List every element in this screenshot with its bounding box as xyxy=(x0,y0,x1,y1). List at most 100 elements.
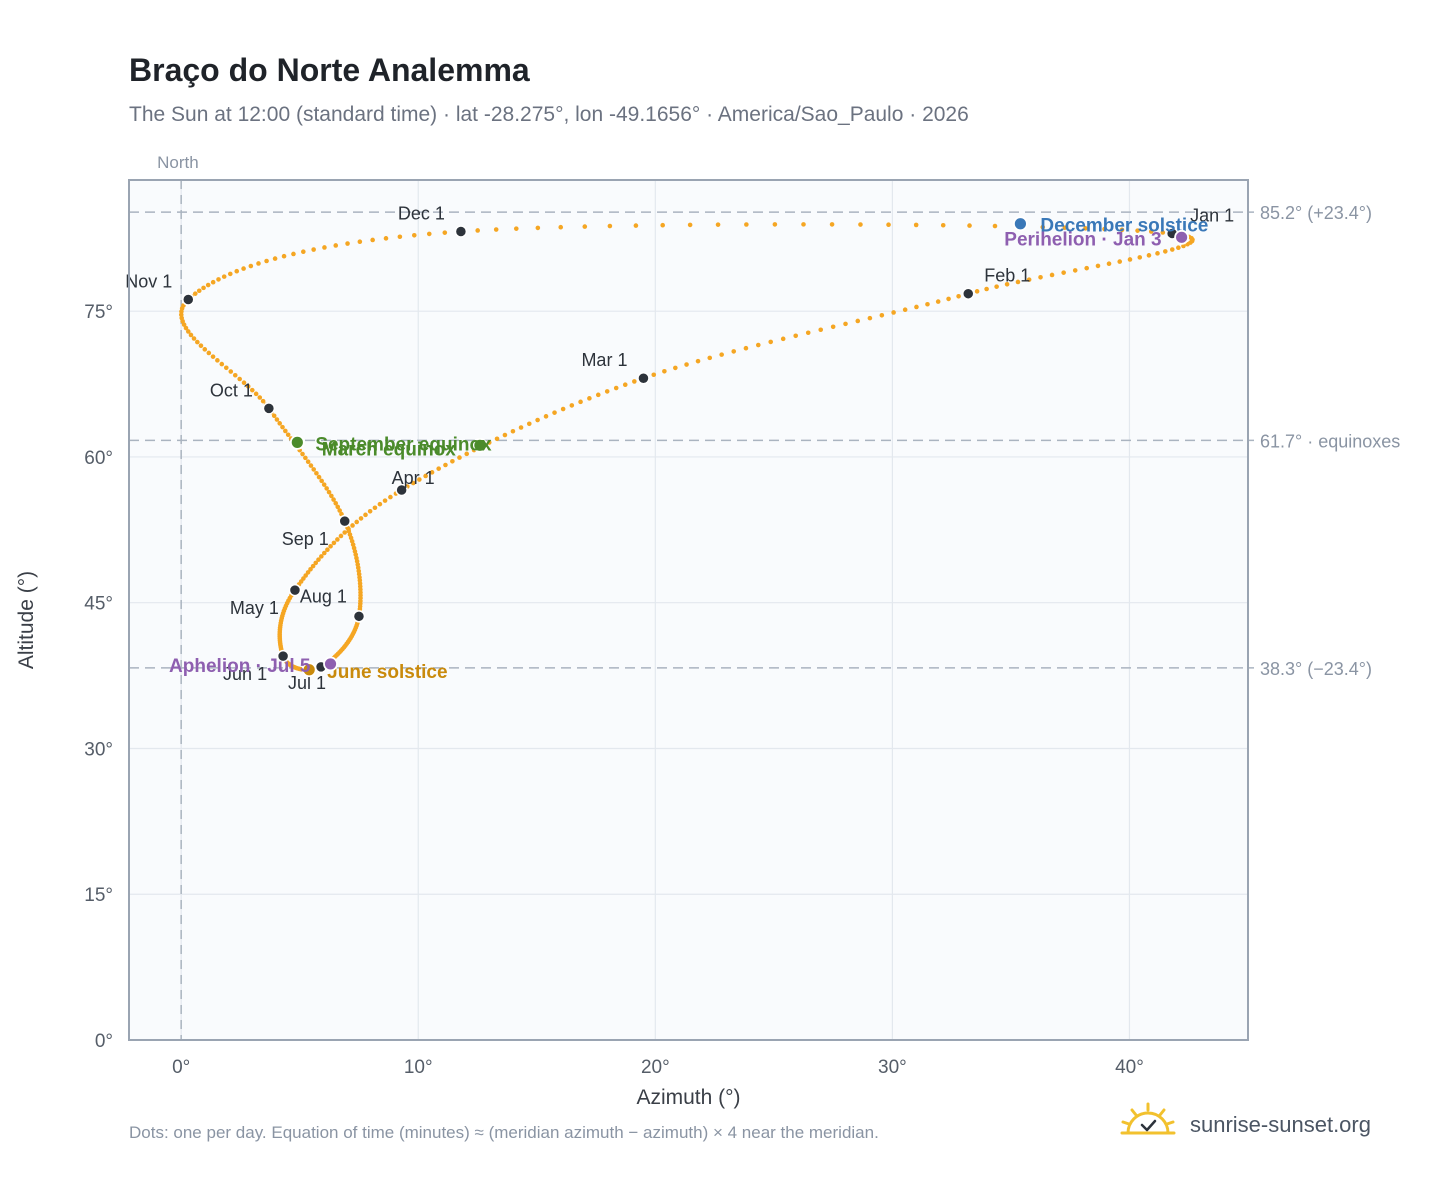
day-dot xyxy=(305,459,311,465)
day-dot xyxy=(429,470,435,475)
brand[interactable]: sunrise-sunset.org xyxy=(1120,1100,1420,1150)
day-dot xyxy=(1061,270,1066,275)
day-dot xyxy=(314,470,319,476)
day-dot xyxy=(493,227,499,232)
day-dot xyxy=(311,467,317,472)
day-dot xyxy=(237,376,242,382)
day-dot xyxy=(1137,255,1143,260)
day-dot xyxy=(210,354,216,359)
day-dot xyxy=(486,440,492,445)
day-dot xyxy=(494,436,500,442)
event-marker xyxy=(323,656,338,672)
day-dot xyxy=(357,239,363,245)
day-dot xyxy=(324,486,329,491)
day-dot xyxy=(322,245,327,250)
day-dot xyxy=(328,544,333,549)
day-dot xyxy=(358,516,364,521)
month-label: Feb 1 xyxy=(984,266,1030,286)
day-dot xyxy=(994,284,999,289)
north-label: North xyxy=(157,153,199,172)
day-dot xyxy=(411,232,417,238)
event-label: December solstice xyxy=(1040,216,1208,237)
day-dot xyxy=(426,231,432,237)
day-dot xyxy=(253,391,259,397)
month-marker xyxy=(395,483,408,497)
day-dot xyxy=(383,236,389,241)
day-dot xyxy=(891,310,896,315)
event-marker xyxy=(472,437,488,453)
month-marker xyxy=(962,287,975,300)
day-dot xyxy=(731,349,737,354)
day-dot xyxy=(843,321,848,327)
day-dot xyxy=(183,325,189,331)
day-dot xyxy=(257,395,263,400)
day-dot xyxy=(196,288,202,294)
day-dot xyxy=(308,567,313,572)
day-dot xyxy=(264,258,269,264)
day-dot xyxy=(367,508,373,514)
day-dot xyxy=(772,222,778,227)
day-dot xyxy=(382,498,388,503)
day-dot xyxy=(475,228,480,233)
day-dot xyxy=(271,413,277,419)
day-dot xyxy=(331,497,336,502)
day-dot xyxy=(354,519,360,525)
day-dot xyxy=(1084,265,1089,271)
reference-lines: 85.2° (+23.4°) 61.7° · equinoxes 38.3° (−2… xyxy=(129,203,1400,679)
day-dot xyxy=(221,274,227,279)
day-dot xyxy=(879,312,885,318)
x-tick-label: 10° xyxy=(404,1057,433,1078)
day-dot xyxy=(457,455,462,460)
day-dot xyxy=(319,478,324,484)
day-dot xyxy=(967,223,972,228)
y-tick-label: 30° xyxy=(84,739,113,760)
day-dot xyxy=(1160,230,1166,235)
day-dot xyxy=(313,560,319,566)
day-dot xyxy=(992,223,998,229)
day-dot xyxy=(329,493,334,499)
day-dot xyxy=(518,425,524,430)
day-dot xyxy=(337,508,342,513)
day-dot xyxy=(502,432,508,438)
day-dot xyxy=(1072,268,1078,273)
day-dot xyxy=(442,230,448,235)
day-dot xyxy=(651,372,657,378)
day-dot xyxy=(223,365,229,371)
day-dot xyxy=(1117,259,1123,264)
reference-line-label: 85.2° (+23.4°) xyxy=(1260,203,1372,223)
day-dot xyxy=(210,279,216,285)
day-dot xyxy=(464,451,470,457)
month-label: Jul 1 xyxy=(288,673,326,693)
day-dot xyxy=(974,289,980,294)
day-dot xyxy=(940,222,946,228)
event-marker xyxy=(289,434,305,450)
y-axis-label: Altitude (°) xyxy=(15,571,38,669)
day-dot xyxy=(202,347,208,352)
day-dot xyxy=(578,399,583,405)
day-dot xyxy=(206,350,212,356)
day-dot xyxy=(310,563,316,569)
y-tick-label: 0° xyxy=(95,1031,113,1052)
day-dot xyxy=(1119,227,1125,233)
day-dot xyxy=(303,455,308,461)
event-markers: December solstice June solstice March equi… xyxy=(169,216,1208,683)
day-dot xyxy=(397,234,403,240)
month-marker xyxy=(454,225,468,238)
event-label: September equinox xyxy=(315,434,492,455)
north-line: North xyxy=(157,153,199,1040)
month-marker xyxy=(352,610,366,623)
day-dot xyxy=(325,547,330,552)
day-dot xyxy=(342,530,347,535)
event-label: Aphelion · Jul 5 xyxy=(169,656,311,677)
day-dot xyxy=(715,222,721,227)
day-dot xyxy=(984,286,989,292)
day-dot xyxy=(673,365,678,371)
day-dot xyxy=(1102,226,1107,232)
reference-line-label: 38.3° (−23.4°) xyxy=(1260,659,1372,679)
day-dot xyxy=(410,480,416,486)
day-dot xyxy=(205,282,211,288)
month-label: May 1 xyxy=(230,598,279,618)
day-dot xyxy=(1162,249,1168,254)
month-marker xyxy=(637,371,650,385)
day-dot xyxy=(632,379,637,384)
